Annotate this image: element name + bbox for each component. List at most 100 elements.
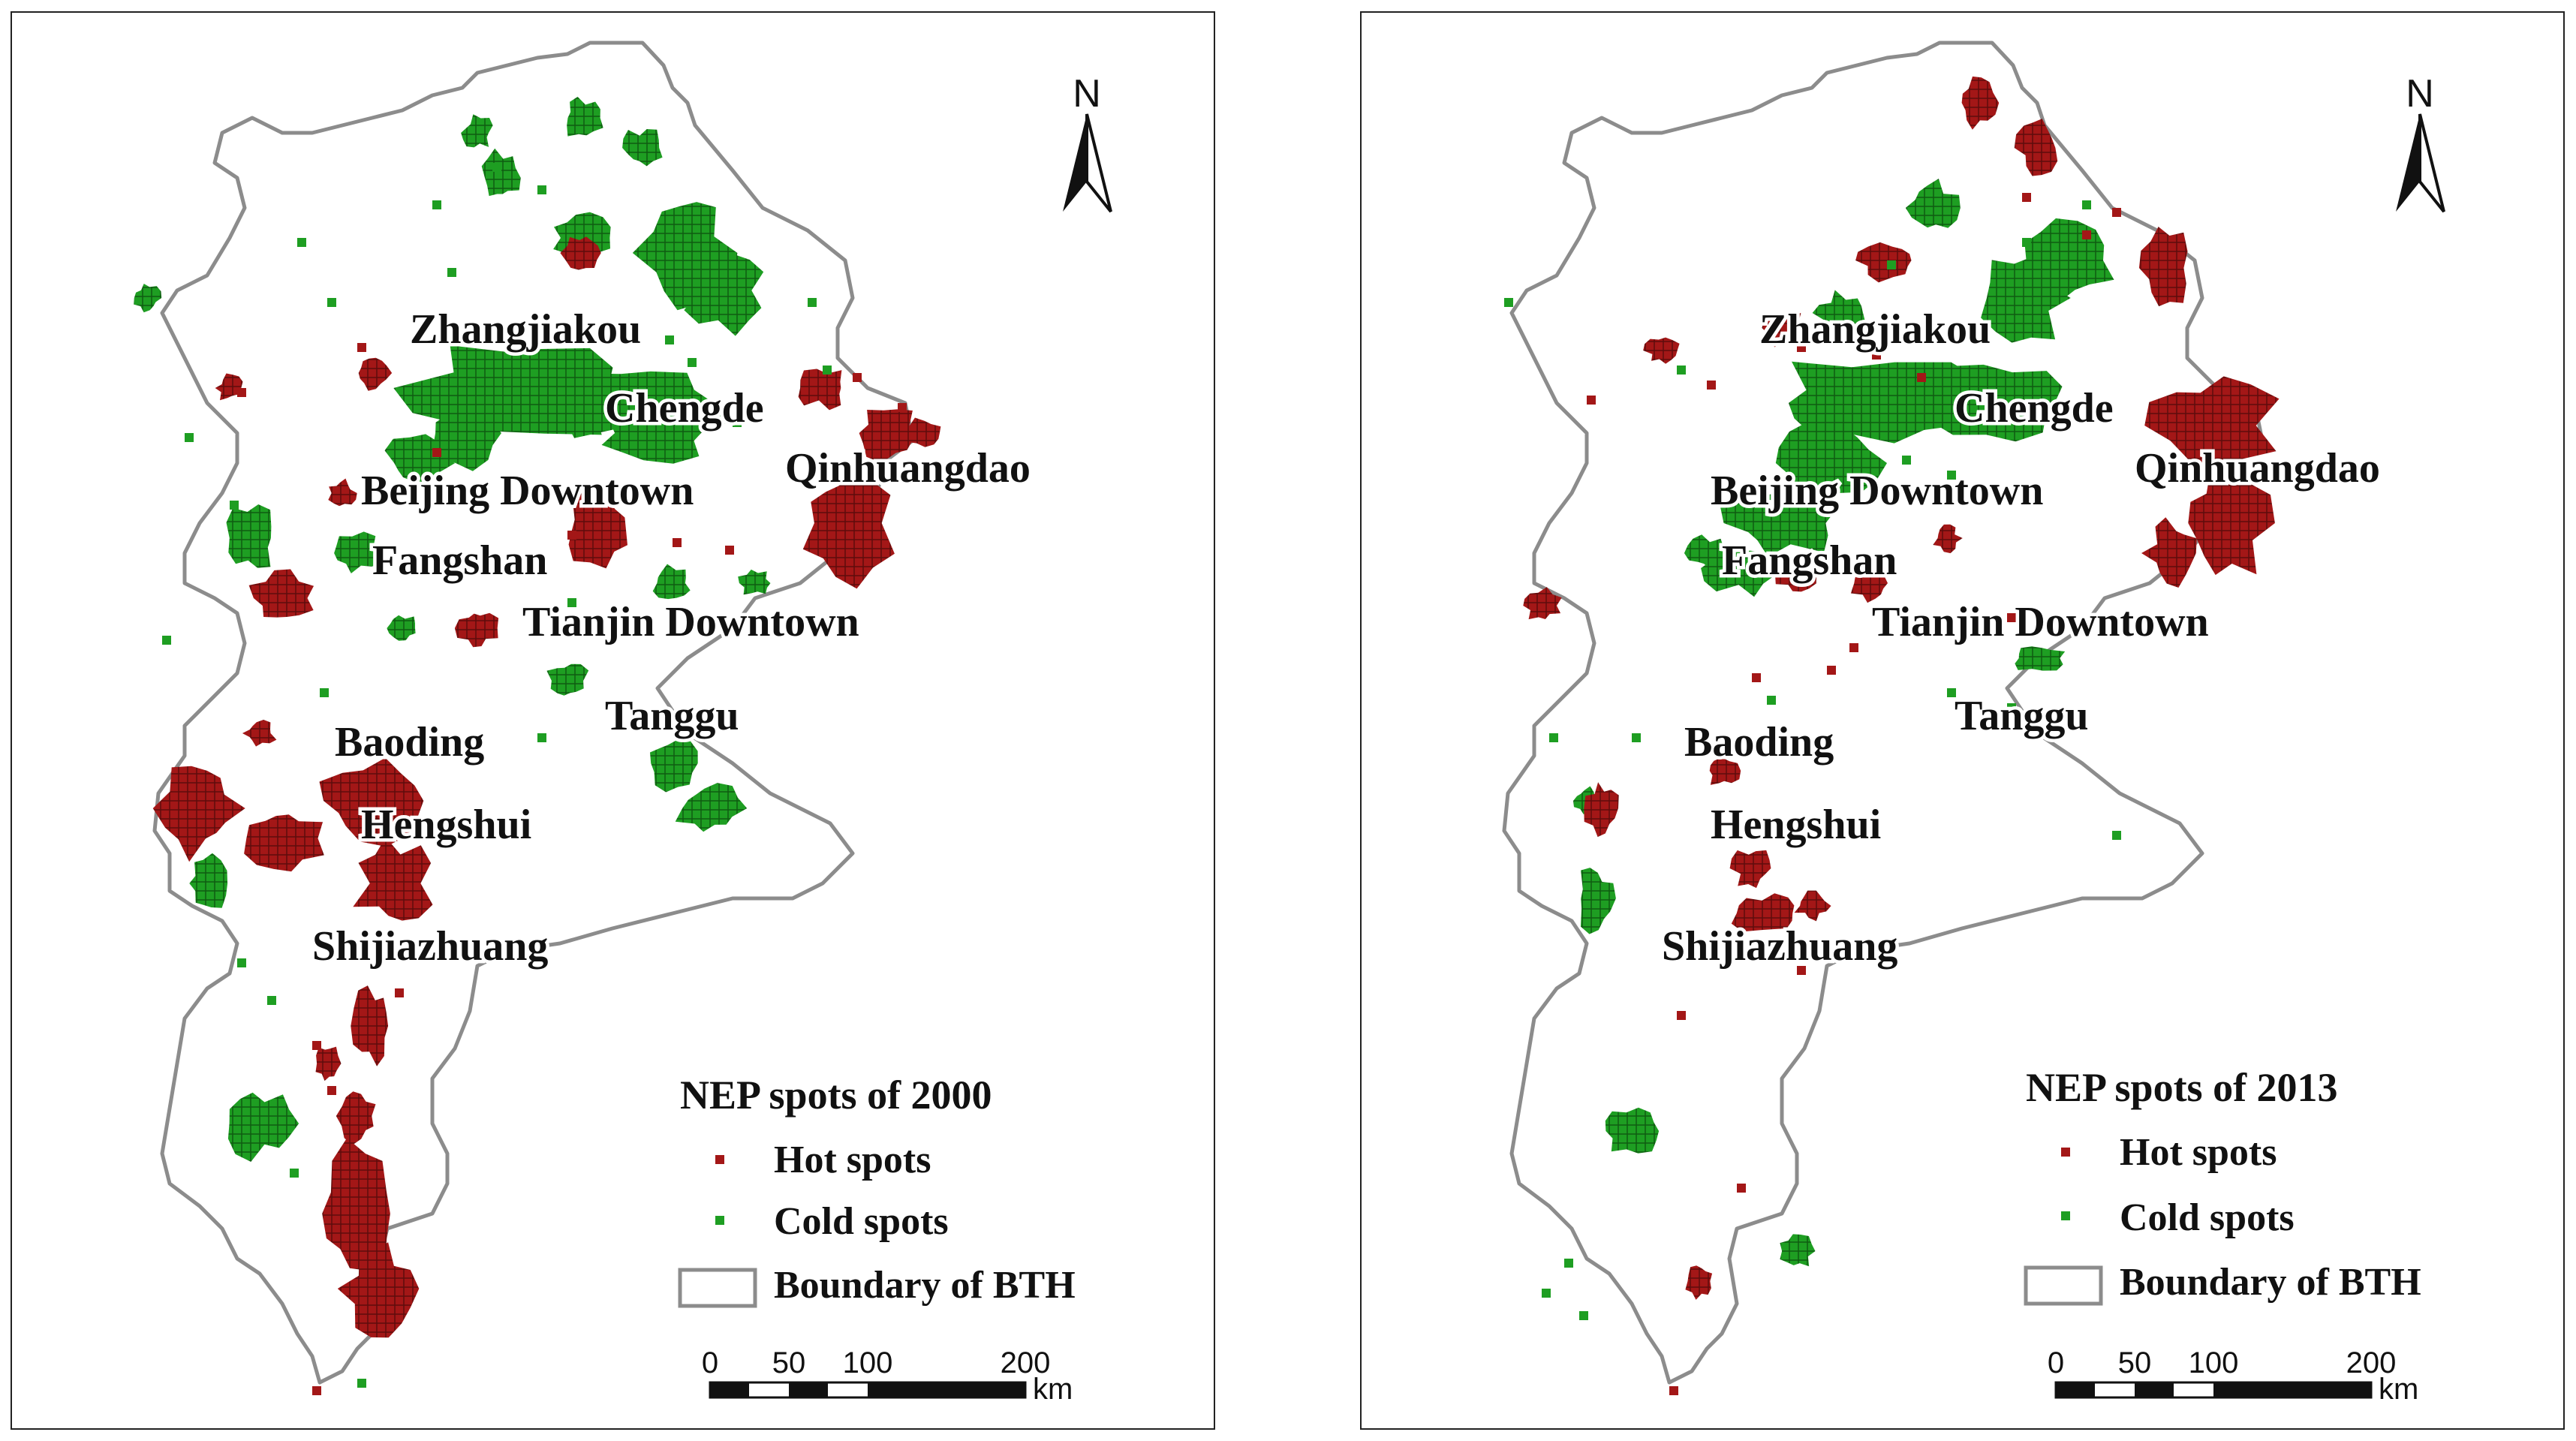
hot-spot [673,538,682,547]
map-panel-2013: Zhangjiakou Chengde Qinhuangdao Beijing … [1360,11,2565,1430]
hot-spot [312,1041,321,1050]
hot-spot [1855,242,1912,283]
hot-spot [358,357,393,391]
cold-spot [1542,1289,1551,1298]
cold-spot [823,366,832,375]
hot-spot [1669,1386,1678,1395]
cold-spot [447,268,456,277]
hot-spot [1794,890,1831,922]
scale-tick-100: 100 [843,1346,893,1379]
hot-spot [152,766,245,862]
cold-spot [1684,534,1729,571]
city-label-tianjin-downtown: Tianjin Downtown [1872,599,2209,645]
hot-spot [244,814,324,872]
hot-spot [904,417,941,447]
scale-tick-50: 50 [2118,1346,2152,1379]
hot-spot [353,837,433,921]
legend-cold-label: Cold spots [2120,1196,2295,1239]
hot-spot [1762,313,1812,347]
hot-spot [327,1086,336,1095]
hot-spot [1797,343,1806,352]
hot-spot [1731,893,1795,932]
scale-tick-0: 0 [702,1346,718,1379]
hot-spot [2144,376,2280,472]
cold-spot [2007,703,2016,712]
cold-spot [189,853,228,908]
cold-spot [1928,364,2063,442]
cold-spot [665,335,674,344]
cold-spot [1775,419,1887,498]
hot-spot [802,475,895,589]
hot-spot [1872,350,1881,359]
legend-boundary-label: Boundary of BTH [774,1264,1076,1307]
hot-spot [1827,666,1836,675]
city-label-hengshui: Hengshui [361,802,531,848]
hot-spot [859,409,925,463]
legend-hot-label: Hot spots [774,1139,931,1181]
scale-bar: 0 50 100 200 km [2048,1346,2418,1406]
cold-spot [492,163,501,172]
hot-spot [237,388,246,397]
city-label-fangshan: Fangshan [372,537,547,584]
city-label-baoding: Baoding [335,719,484,766]
hot-spot [567,531,576,540]
hot-spot [1917,373,1926,382]
hot-spot [1677,1011,1686,1020]
cold-spot [1632,733,1641,742]
cold-spot [134,284,162,313]
cold-spot [650,739,698,793]
cold-spot [1720,486,1837,557]
hot-spot [2022,193,2031,202]
hot-spot [2112,208,2121,217]
bth-boundary [152,41,915,1385]
cold-spot [601,402,718,464]
cold-spot [2082,200,2091,209]
north-arrow: N [1063,72,1112,213]
hot-spot [395,988,404,997]
cold-spot [320,688,329,697]
hot-spot [2188,456,2275,576]
hot-spot [248,569,314,618]
scale-tick-0: 0 [2048,1346,2064,1379]
legend-hot-swatch [2061,1148,2070,1157]
north-label: N [2406,72,2434,116]
legend-title: NEP spots of 2000 [680,1072,992,1118]
scale-unit: km [2379,1373,2418,1406]
cold-spot [327,298,336,307]
hot-spot [477,328,486,337]
hot-spot [351,985,389,1066]
cold-spot [683,254,764,336]
city-label-tanggu: Tanggu [605,693,739,739]
city-label-qinhuangdao: Qinhuangdao [2135,445,2380,492]
city-label-fangshan: Fangshan [1722,537,1897,584]
cold-spot [1962,328,1971,337]
cold-spot [226,504,272,568]
cold-spot [1902,456,1911,465]
legend-cold-swatch [2061,1211,2070,1220]
city-label-shijiazhuang: Shijiazhuang [312,923,548,970]
scale-unit: km [1033,1373,1073,1406]
cold-spot [2112,831,2121,840]
hot-spot [336,1091,376,1145]
cold-spot [537,733,546,742]
cold-spot [1981,257,2071,343]
cold-spot [1579,1311,1588,1320]
north-label: N [1073,72,1101,116]
hot-spot [798,369,842,411]
cold-spot [2022,238,2031,247]
cold-spot [334,531,385,573]
hot-spot [322,1138,390,1271]
city-label-zhangjiakou: Zhangjiakou [1759,306,1991,353]
cold-spot [546,663,589,696]
hot-spot [1961,76,2000,130]
cold-spot [1581,868,1616,934]
cold-spot [267,996,276,1005]
hot-spot [1902,628,1911,637]
hot-spot [315,1046,342,1082]
hot-spot [1737,1184,1746,1193]
city-label-qinhuangdao: Qinhuangdao [785,445,1031,492]
legend-hot-label: Hot spots [2120,1131,2277,1174]
hot-spot [242,720,277,747]
cold-spot [1780,1234,1816,1267]
cold-spot [622,129,663,167]
